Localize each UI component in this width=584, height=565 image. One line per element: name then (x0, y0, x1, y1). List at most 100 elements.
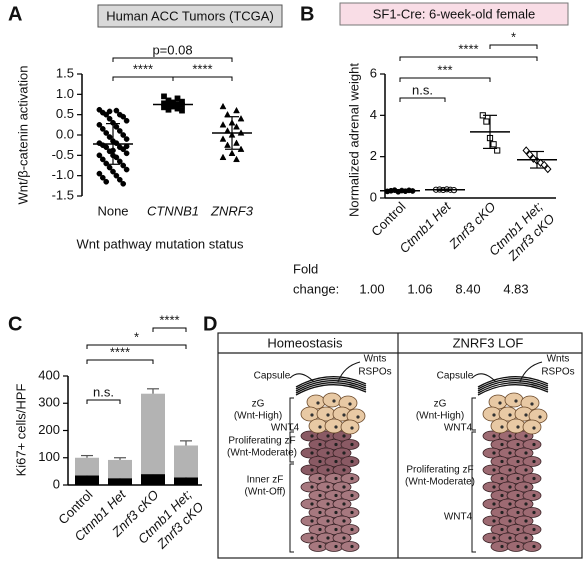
cell-nucleus (532, 544, 536, 549)
cell-nucleus (532, 493, 536, 498)
diagram-label: (Wnt-Moderate) (405, 477, 475, 488)
data-point (113, 124, 120, 130)
zf-cell (522, 439, 542, 450)
zf-cell (332, 498, 352, 510)
zf-cell (514, 447, 534, 459)
zf-cell (514, 515, 534, 527)
significance-bracket (152, 327, 187, 332)
y-tick-label: -1.5 (52, 187, 74, 202)
significance-label: n.s. (412, 82, 433, 97)
fold-change-title: Fold (293, 261, 318, 276)
cell-nucleus (532, 476, 536, 481)
cell-nucleus (514, 399, 518, 403)
signal-arrow (519, 361, 543, 383)
bar-segment (174, 477, 198, 485)
zone-bracket (289, 431, 294, 463)
cell-nucleus (334, 527, 338, 532)
zf-cell (522, 541, 542, 552)
cell-nucleus (524, 451, 528, 455)
diagram-label: (Wnt-Off) (245, 487, 286, 498)
cell-nucleus (516, 527, 520, 532)
column-title: Homeostasis (267, 335, 343, 350)
zg-cell (324, 418, 344, 434)
cell-nucleus (500, 476, 504, 481)
panel-label: D (203, 313, 217, 335)
zg-cell (506, 418, 526, 434)
zf-cell (332, 447, 352, 459)
cell-nucleus (492, 536, 496, 540)
zg-cell (522, 419, 542, 435)
zf-cell (340, 473, 360, 484)
data-point (110, 168, 116, 175)
x-tick-label: CTNNB1 (147, 203, 199, 218)
cell-nucleus (326, 502, 330, 506)
cell-nucleus (516, 476, 520, 481)
zf-cell (522, 507, 542, 518)
data-point (490, 141, 497, 148)
cell-nucleus (508, 536, 512, 540)
y-tick-label: -1.0 (52, 167, 74, 182)
zf-cell (514, 532, 534, 544)
cell-nucleus (500, 425, 504, 429)
cell-nucleus (538, 415, 542, 419)
data-point (161, 93, 167, 100)
zf-cell (324, 541, 344, 552)
cell-nucleus (516, 510, 520, 515)
data-point (99, 174, 106, 181)
zf-cell (332, 481, 352, 493)
zg-cell (490, 418, 510, 434)
diagram-frame (217, 332, 583, 559)
bar-segment (141, 474, 165, 485)
y-axis-title: Normalized adrenal weight (346, 63, 361, 217)
data-point (219, 153, 227, 161)
signal-arrow (289, 373, 315, 383)
data-point (483, 118, 490, 125)
cell-nucleus (350, 442, 354, 447)
cell-nucleus (532, 527, 536, 532)
cell-nucleus (318, 493, 322, 498)
signal-arrow (471, 373, 497, 383)
data-point (233, 155, 240, 163)
zg-cell (308, 418, 328, 434)
y-tick-label: 0.5 (56, 106, 74, 121)
data-point (123, 117, 130, 124)
cell-nucleus (310, 502, 314, 506)
cell-nucleus (508, 468, 512, 472)
data-point (106, 115, 113, 122)
cell-nucleus (500, 527, 504, 532)
y-tick-label: 2 (370, 148, 377, 163)
significance-label: **** (110, 344, 130, 359)
zf-cell (522, 473, 542, 484)
cell-nucleus (310, 451, 314, 455)
capsule-line (477, 382, 549, 394)
cell-nucleus (310, 434, 314, 438)
cell-nucleus (492, 468, 496, 472)
y-tick-label: 1.0 (56, 86, 74, 101)
column-title: ZNRF3 LOF (453, 335, 524, 350)
fold-change-value: 8.40 (455, 281, 480, 296)
cell-nucleus (326, 468, 330, 472)
cell-nucleus (508, 413, 512, 417)
data-point (120, 113, 127, 120)
y-tick-label: 300 (38, 395, 60, 410)
cell-nucleus (326, 519, 330, 523)
cell-nucleus (492, 413, 496, 417)
zg-cell (340, 419, 360, 435)
cell-nucleus (318, 476, 322, 481)
bar-segment (108, 459, 132, 479)
diagram-label: (Wnt-High) (416, 411, 464, 422)
cell-nucleus (334, 459, 338, 464)
cell-nucleus (492, 451, 496, 455)
significance-bracket (399, 97, 446, 102)
cell-nucleus (342, 536, 346, 540)
cell-nucleus (310, 536, 314, 540)
significance-label: p=0.08 (152, 42, 192, 57)
cell-nucleus (516, 425, 520, 429)
y-tick-label: 100 (38, 449, 60, 464)
x-axis-title: Wnt pathway mutation status (77, 236, 244, 251)
cell-nucleus (524, 468, 528, 472)
data-point (96, 170, 103, 177)
zone-bracket (471, 431, 476, 553)
data-point (96, 121, 103, 128)
panel-label: C (8, 313, 22, 335)
